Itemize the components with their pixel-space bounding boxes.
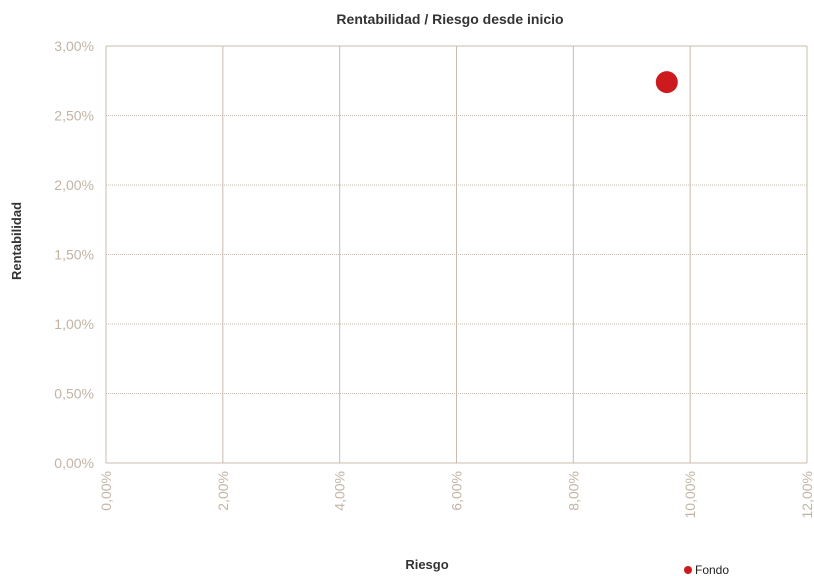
x-tick-label: 2,00% — [215, 471, 231, 511]
y-axis-ticks: 0,00% 0,50% 1,00% 1,50% 2,00% 2,50% 3,00% — [54, 38, 94, 471]
y-tick-label: 2,50% — [54, 108, 94, 124]
legend: Fondo — [684, 563, 729, 576]
x-tick-label: 0,00% — [98, 471, 114, 511]
x-axis-label: Riesgo — [405, 557, 448, 572]
y-tick-label: 2,00% — [54, 177, 94, 193]
y-axis-label: Rentabilidad — [9, 202, 24, 280]
y-tick-label: 0,50% — [54, 386, 94, 402]
y-tick-label: 1,00% — [54, 316, 94, 332]
x-tick-label: 12,00% — [799, 471, 814, 518]
legend-marker-fondo — [684, 566, 692, 574]
grid-lines — [105, 45, 808, 464]
data-point-fondo — [655, 71, 678, 94]
x-axis-ticks: 0,00% 2,00% 4,00% 6,00% 8,00% 10,00% 12,00% — [98, 471, 814, 518]
x-tick-label: 10,00% — [682, 471, 698, 518]
x-tick-label: 8,00% — [565, 471, 581, 511]
x-tick-label: 6,00% — [449, 471, 465, 511]
x-tick-label: 4,00% — [332, 471, 348, 511]
data-points — [655, 71, 678, 94]
y-tick-label: 3,00% — [54, 38, 94, 54]
y-tick-label: 0,00% — [54, 455, 94, 471]
y-tick-label: 1,50% — [54, 247, 94, 263]
legend-label-fondo: Fondo — [695, 563, 729, 576]
chart-title: Rentabilidad / Riesgo desde inicio — [336, 11, 563, 27]
